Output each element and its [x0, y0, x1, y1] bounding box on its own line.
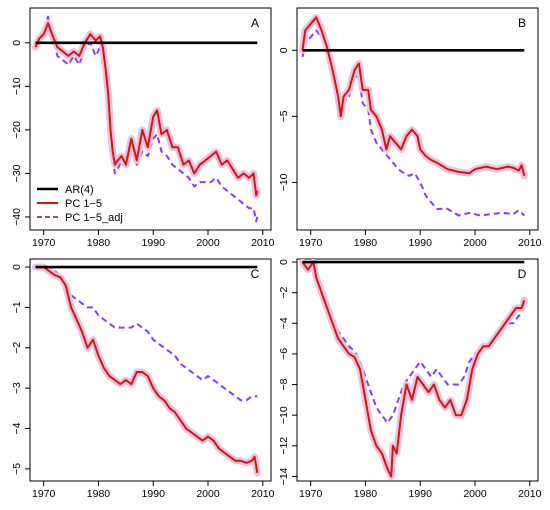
legend-label: AR(4)	[65, 184, 94, 196]
x-tick-label: 1990	[409, 237, 433, 249]
x-tick-label: 2000	[463, 237, 487, 249]
plot-frame	[29, 7, 272, 231]
legend-label: PC 1−5	[65, 198, 102, 210]
x-tick-label: 2010	[251, 488, 275, 500]
x-tick-label: 1980	[87, 237, 111, 249]
series-line-pc-1-5-adj	[34, 15, 259, 223]
y-tick-label: −1	[11, 301, 23, 313]
y-tick-label: −30	[11, 164, 23, 182]
y-tick-label: −4	[11, 422, 23, 434]
series-band-pc-1-5	[299, 259, 528, 480]
x-tick-label: 1990	[142, 488, 166, 500]
series-line-pc-1-5	[301, 16, 526, 177]
panel-label: A	[251, 16, 259, 30]
panel-label: B	[518, 16, 526, 30]
y-tick-label: −10	[11, 77, 23, 95]
x-tick-label: 1970	[299, 237, 323, 249]
x-tick-label: 1980	[354, 488, 378, 500]
y-tick-label: −4	[278, 317, 290, 329]
y-tick-label: −20	[11, 121, 23, 139]
plot-frame	[296, 7, 539, 231]
x-tick-label: 2010	[518, 488, 542, 500]
series-line-pc-1-5	[35, 266, 259, 474]
panel-b: 1970 1980 1990 2000 2010 0 −5 −10 B	[278, 7, 542, 249]
y-tick-label: −3	[11, 382, 23, 394]
y-tick-label: 0	[278, 47, 290, 53]
y-tick-label: 0	[278, 259, 290, 265]
series-line-pc-1-5	[301, 261, 526, 478]
plot-frame	[29, 258, 272, 482]
panel-a: 1970 1980 1990 2000 2010 0 −10 −20 −30 −40 A AR(4) P…	[11, 7, 275, 249]
y-tick-label: −10	[278, 173, 290, 191]
series-band-pc-1-5	[299, 13, 528, 180]
x-tick-label: 2010	[251, 237, 275, 249]
panel-label: C	[251, 267, 260, 281]
x-tick-label: 2000	[196, 237, 220, 249]
plot-area	[32, 263, 261, 477]
panel-label: D	[518, 267, 527, 281]
x-tick-label: 2010	[518, 237, 542, 249]
series-line-pc-1-5-adj	[301, 29, 525, 217]
series-line-pc-1-5-adj	[35, 266, 258, 402]
legend-label: PC 1−5_adj	[65, 212, 123, 224]
plot-area	[299, 13, 528, 217]
x-tick-label: 1970	[299, 488, 323, 500]
y-tick-label: −5	[11, 463, 23, 475]
plot-area	[32, 15, 261, 223]
x-tick-label: 1980	[87, 488, 111, 500]
y-tick-label: −2	[11, 342, 23, 354]
plot-area	[299, 259, 528, 480]
y-tick-label: −40	[11, 208, 23, 226]
x-tick-label: 1980	[354, 237, 378, 249]
y-tick-label: −6	[278, 348, 290, 360]
series-band-pc-1-5	[32, 19, 261, 199]
y-tick-label: 0	[11, 40, 23, 46]
x-tick-label: 2000	[463, 488, 487, 500]
x-tick-label: 1990	[142, 237, 166, 249]
panel-c: 1970 1980 1990 2000 2010 0 −1 −2 −3 −4 −5 C	[11, 258, 275, 500]
x-tick-label: 1970	[32, 237, 56, 249]
y-tick-label: −2	[278, 287, 290, 299]
x-tick-label: 2000	[196, 488, 220, 500]
y-tick-label: −14	[278, 467, 290, 485]
y-tick-label: −10	[278, 406, 290, 424]
y-tick-label: −12	[278, 437, 290, 455]
plot-frame	[296, 258, 539, 482]
panel-d: 1970 1980 1990 2000 2010 0 −2 −4 −6 −8 −10 −12 −14 D	[278, 258, 542, 500]
series-line-pc-1-5-adj	[301, 261, 525, 424]
legend: AR(4) PC 1−5 PC 1−5_adj	[37, 184, 123, 224]
y-tick-label: −5	[278, 110, 290, 122]
y-tick-label: 0	[11, 264, 23, 270]
y-tick-label: −8	[278, 378, 290, 390]
series-line-pc-1-5	[34, 22, 259, 197]
x-tick-label: 1990	[409, 488, 433, 500]
x-tick-label: 1970	[32, 488, 56, 500]
